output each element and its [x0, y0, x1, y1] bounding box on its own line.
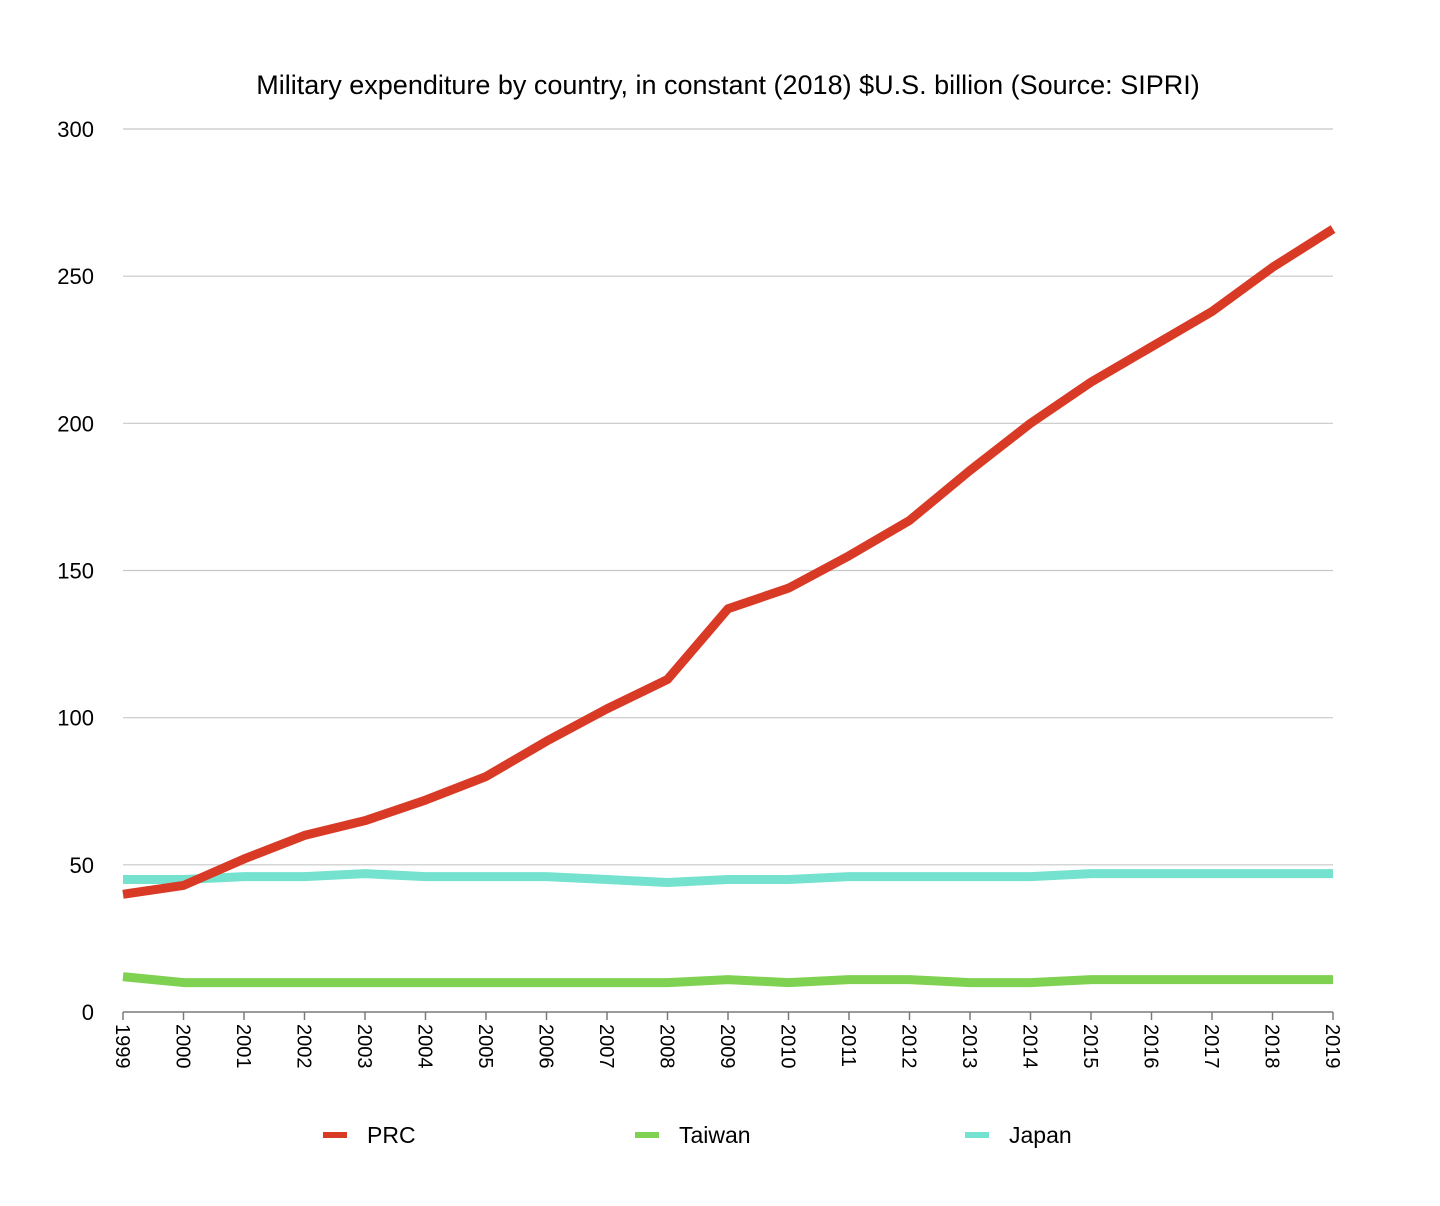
y-tick-label: 0 — [82, 1000, 94, 1025]
y-tick-label: 300 — [57, 117, 94, 142]
x-tick-label: 2009 — [716, 1024, 738, 1069]
grid — [123, 128, 1333, 866]
x-tick-label: 2013 — [958, 1024, 980, 1069]
x-tick-label: 2002 — [293, 1024, 315, 1069]
x-tick-label: 2019 — [1321, 1024, 1343, 1069]
series-line-prc — [122, 225, 1336, 899]
x-tick-label: 2005 — [474, 1024, 496, 1069]
x-tick-label: 2011 — [837, 1024, 859, 1067]
series-line-taiwan — [122, 972, 1333, 988]
legend-label-prc: PRC — [367, 1122, 416, 1148]
x-tick-label: 2003 — [353, 1024, 375, 1069]
series — [122, 225, 1336, 988]
y-tick-label: 150 — [57, 559, 94, 584]
legend-label-japan: Japan — [1009, 1122, 1072, 1148]
x-tick-label: 2000 — [172, 1024, 194, 1069]
axes: 0 50 100 150 200 250 300 1999 2000 2001 2002 2003 20… — [57, 117, 1343, 1069]
x-tick-label: 1999 — [111, 1024, 133, 1069]
x-tick-label: 2018 — [1261, 1024, 1283, 1069]
x-tick-label: 2004 — [414, 1024, 436, 1069]
chart-title: Military expenditure by country, in cons… — [256, 70, 1199, 100]
x-tick-label: 2017 — [1200, 1024, 1222, 1069]
y-tick-label: 250 — [57, 264, 94, 289]
y-tick-label: 50 — [70, 853, 94, 878]
x-tick-label: 2007 — [595, 1024, 617, 1069]
x-tick-label: 2014 — [1019, 1024, 1041, 1069]
x-tick-label: 2006 — [535, 1024, 557, 1069]
y-tick-label: 100 — [57, 706, 94, 731]
series-line-japan — [123, 869, 1333, 887]
x-tick-label: 2001 — [232, 1024, 254, 1069]
x-tick-label: 2016 — [1140, 1024, 1162, 1069]
legend: PRC Taiwan Japan — [323, 1122, 1072, 1148]
x-tick-label: 2008 — [656, 1024, 678, 1069]
y-tick-label: 200 — [57, 411, 94, 436]
x-tick-label: 2012 — [898, 1024, 920, 1069]
x-tick-label: 2015 — [1079, 1024, 1101, 1069]
legend-label-taiwan: Taiwan — [679, 1122, 751, 1148]
x-tick-label: 2010 — [777, 1024, 799, 1069]
